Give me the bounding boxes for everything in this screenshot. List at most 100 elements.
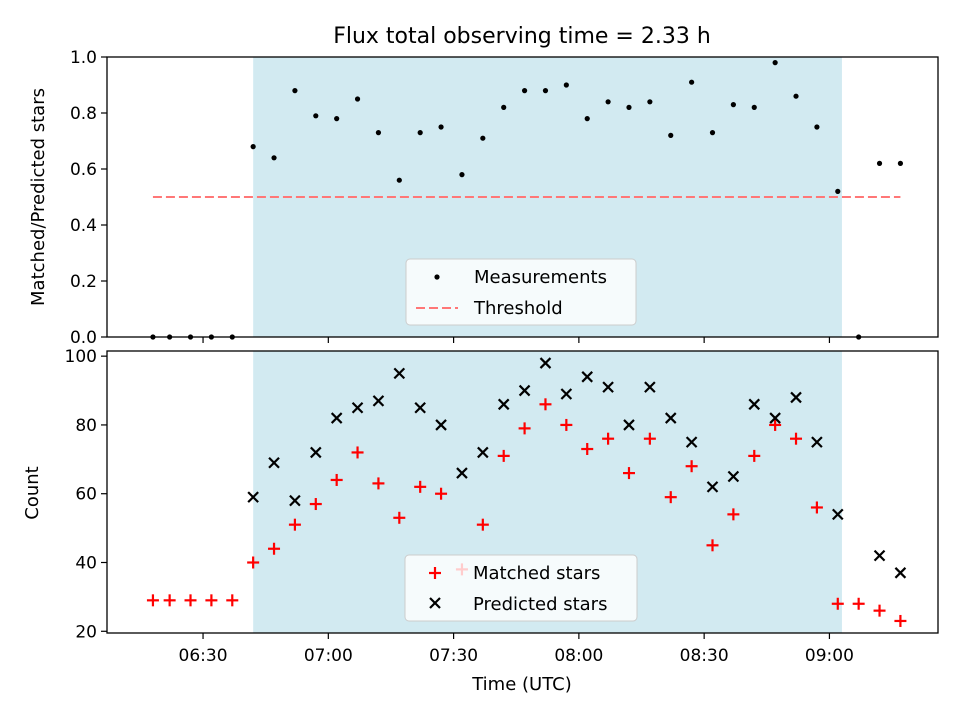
measurements-point	[396, 177, 402, 183]
y-tick-label: 1.0	[70, 48, 97, 68]
measurements-point	[584, 116, 590, 122]
x-axis-label: Time (UTC)	[471, 674, 572, 695]
top-plot-frame	[106, 56, 939, 338]
legend-measurements-label: Measurements	[474, 267, 607, 288]
matched-stars-point	[414, 480, 427, 493]
measurements-point	[521, 88, 528, 94]
chart-title: Flux total observing time = 2.33 h	[333, 24, 711, 49]
x-tick-label: 07:00	[304, 646, 353, 666]
measurements-point	[354, 96, 361, 102]
measurements-point	[751, 104, 757, 110]
predicted-stars-point	[769, 412, 781, 424]
measurements-point	[793, 93, 799, 99]
y-tick-label: 40	[75, 554, 97, 574]
predicted-stars-point	[623, 419, 635, 431]
x-tick-label: 09:00	[805, 646, 854, 666]
matched-stars-point	[831, 597, 844, 610]
measurements-point	[689, 79, 695, 85]
matched-stars-point	[268, 542, 281, 555]
predicted-stars-point	[414, 401, 426, 414]
measurements-point	[709, 130, 716, 136]
predicted-stars-point	[539, 357, 552, 369]
matched-stars-point	[852, 597, 865, 610]
predicted-stars-point	[268, 456, 280, 469]
predicted-stars-point	[435, 419, 447, 431]
bottom-plot-frame	[106, 350, 939, 634]
measurements-point	[292, 88, 298, 94]
bottom-x-axis-ticks: 06:30 07:00 07:30 08:00 08:30 09:00	[179, 633, 854, 666]
matched-stars-point	[810, 501, 823, 514]
measurements-point	[417, 130, 423, 136]
predicted-stars-point	[560, 388, 573, 400]
predicted-stars-point	[727, 470, 740, 483]
measurements-point	[876, 160, 883, 166]
matched-stars-point	[894, 614, 907, 627]
predicted-stars-point	[811, 436, 823, 448]
top-legend-box	[405, 258, 637, 326]
matched-stars-point	[247, 556, 260, 569]
predicted-stars-point	[581, 371, 594, 383]
top-y-axis-ticks: 0.0 0.2 0.4 0.6 0.8 1.0	[70, 48, 107, 348]
matched-stars-point	[560, 418, 573, 431]
legend-threshold-label: Threshold	[473, 298, 563, 319]
matched-stars-point	[873, 604, 886, 617]
measurements-point	[814, 124, 820, 130]
legend-matched-marker	[429, 567, 441, 579]
matched-stars-point	[309, 498, 322, 511]
measurements-point	[438, 124, 444, 130]
predicted-stars-point	[289, 494, 301, 507]
measurements-point	[271, 155, 277, 161]
matched-stars-point	[288, 518, 301, 531]
predicted-stars-point	[644, 381, 656, 393]
predicted-stars-point	[602, 381, 614, 393]
measurements-point	[897, 160, 904, 166]
matched-stars-point	[146, 594, 159, 607]
top-plot-marks	[150, 60, 904, 340]
x-tick-label: 06:30	[179, 646, 228, 666]
y-tick-label: 0.4	[70, 216, 97, 236]
predicted-stars-point	[351, 401, 364, 414]
predicted-stars-point	[685, 436, 698, 448]
predicted-stars-point	[748, 398, 761, 411]
predicted-stars-point	[372, 395, 385, 407]
measurements-point	[313, 113, 319, 119]
y-tick-label: 60	[75, 485, 97, 505]
measurements-point	[542, 88, 549, 94]
measurements-point	[480, 135, 486, 141]
legend-measurements-marker	[434, 274, 440, 280]
top-y-axis-label: Matched/Predicted stars	[28, 88, 49, 306]
y-tick-label: 0.8	[70, 104, 97, 124]
y-tick-label: 20	[75, 622, 97, 642]
predicted-stars-point	[706, 481, 719, 493]
predicted-stars-point	[873, 549, 886, 562]
measurements-point	[459, 172, 465, 178]
legend-predicted-label: Predicted stars	[473, 594, 607, 615]
y-tick-label: 100	[65, 347, 97, 367]
matched-stars-point	[372, 477, 385, 490]
y-tick-label: 0.6	[70, 160, 97, 180]
bottom-y-axis-ticks: 20 40 60 80 100	[65, 347, 107, 642]
predicted-stars-point	[894, 567, 907, 579]
x-tick-label: 07:30	[429, 646, 478, 666]
matched-stars-point	[518, 422, 531, 435]
predicted-stars-point	[330, 412, 343, 424]
predicted-stars-point	[790, 391, 802, 404]
predicted-stars-point	[832, 508, 844, 521]
matched-stars-point	[184, 594, 197, 607]
predicted-stars-point	[247, 491, 259, 503]
top-legend: Measurements Threshold	[405, 258, 637, 326]
matched-stars-point	[790, 432, 803, 445]
bottom-y-axis-label: Count	[22, 466, 43, 519]
matched-stars-point	[330, 473, 343, 486]
predicted-stars-point	[664, 412, 677, 424]
predicted-stars-point	[393, 367, 406, 380]
matched-stars-point	[226, 594, 239, 607]
bottom-plot-marks	[146, 357, 907, 627]
measurements-point	[375, 130, 382, 136]
top-panel: Flux total observing time = 2.33 h Match…	[28, 24, 939, 348]
legend-predicted-marker	[429, 597, 441, 609]
matched-stars-point	[727, 508, 740, 521]
measurements-point	[730, 102, 736, 108]
predicted-stars-point	[497, 398, 510, 411]
